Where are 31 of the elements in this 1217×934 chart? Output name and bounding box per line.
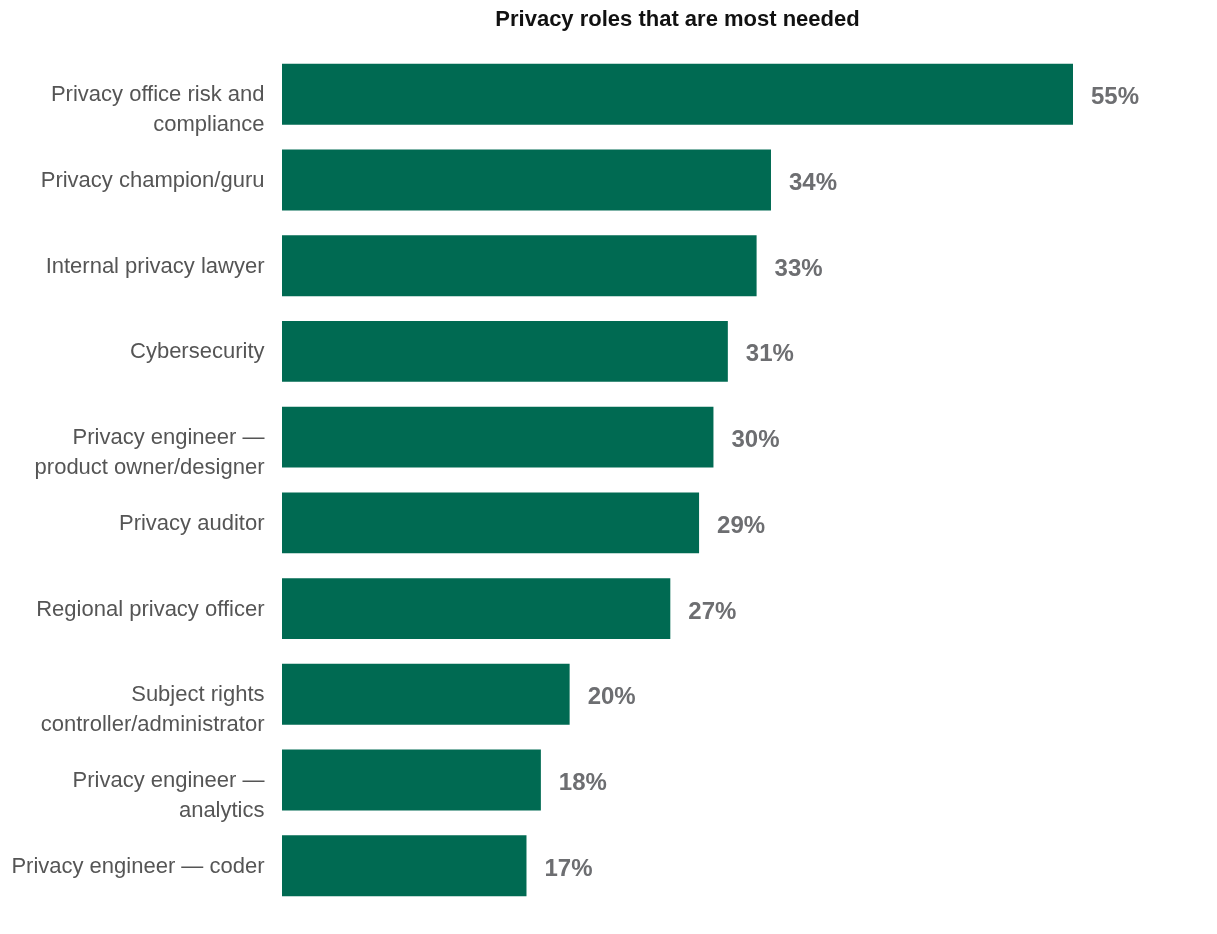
data-label: 27% xyxy=(688,596,737,624)
data-label: 29% xyxy=(717,510,766,538)
y-tick-label: Privacy office risk and compliance xyxy=(50,81,265,137)
y-tick-label: Privacy engineer — product owner/designer xyxy=(34,424,265,480)
bar xyxy=(282,492,700,554)
data-label: 30% xyxy=(731,425,780,453)
bar xyxy=(282,749,541,811)
y-tick-label: Internal privacy lawyer xyxy=(45,252,265,278)
bar xyxy=(282,406,714,468)
y-tick-label: Privacy champion/guru xyxy=(40,167,265,192)
data-label: 31% xyxy=(745,339,794,367)
bar xyxy=(282,835,527,897)
y-tick-label: Privacy engineer — coder xyxy=(11,852,265,878)
bar xyxy=(282,149,771,211)
bar xyxy=(282,578,671,639)
y-tick-label: Privacy auditor xyxy=(118,509,265,535)
y-tick-label: Subject rights controller/administrator xyxy=(40,681,265,737)
bar xyxy=(282,63,1073,125)
y-tick-label: Regional privacy officer xyxy=(36,595,265,621)
y-tick-label: Cybersecurity xyxy=(130,338,265,364)
bar xyxy=(282,663,570,725)
data-label: 20% xyxy=(587,682,636,710)
data-label: 55% xyxy=(1091,82,1140,110)
chart-title: Privacy roles that are most needed xyxy=(495,6,860,31)
y-tick-label: Privacy engineer — analytics xyxy=(72,767,265,822)
data-label: 34% xyxy=(788,168,838,195)
bar xyxy=(282,235,757,297)
data-label: 17% xyxy=(544,853,593,881)
data-label: 18% xyxy=(558,768,607,795)
bar xyxy=(282,321,728,382)
data-label: 33% xyxy=(774,253,823,281)
